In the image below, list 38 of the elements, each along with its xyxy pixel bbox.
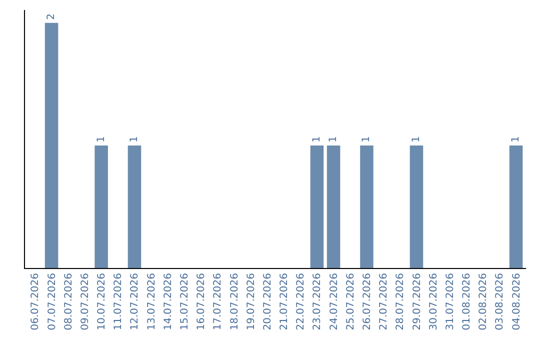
x-tick-label: 23.07.2026 xyxy=(312,273,324,330)
x-tick-label: 20.07.2026 xyxy=(262,273,274,330)
x-tick-label: 17.07.2026 xyxy=(212,273,224,330)
x-tick-label: 18.07.2026 xyxy=(229,273,240,330)
x-tick-label: 09.07.2026 xyxy=(80,273,91,330)
x-tick-label: 10.07.2026 xyxy=(96,273,108,330)
x-tick-label: 02.08.2026 xyxy=(478,273,490,330)
x-tick-label: 21.07.2026 xyxy=(279,273,290,330)
data-label: 1 xyxy=(510,136,522,142)
x-tick-label: 26.07.2026 xyxy=(362,273,373,330)
data-label: 1 xyxy=(328,136,340,142)
x-tick-label: 07.07.2026 xyxy=(46,273,58,330)
x-tick-label: 25.07.2026 xyxy=(345,273,356,330)
x-tick-label: 06.07.2026 xyxy=(30,273,42,330)
x-tick-label: 11.07.2026 xyxy=(113,273,124,330)
x-tick-label: 27.07.2026 xyxy=(378,273,390,330)
x-tick-label: 31.07.2026 xyxy=(444,273,456,330)
x-tick-label: 30.07.2026 xyxy=(428,273,440,330)
x-tick-label: 29.07.2026 xyxy=(412,273,423,330)
x-tick-label: 03.08.2026 xyxy=(494,273,506,330)
x-tick-label: 08.07.2026 xyxy=(63,273,74,330)
x-tick-label: 04.08.2026 xyxy=(511,273,522,330)
x-tick-label: 14.07.2026 xyxy=(162,273,174,330)
x-tick-label: 13.07.2026 xyxy=(146,273,158,330)
x-tick-label: 19.07.2026 xyxy=(246,273,257,330)
data-label: 1 xyxy=(128,136,140,142)
data-label: 1 xyxy=(361,136,372,142)
x-tick-label: 28.07.2026 xyxy=(395,273,406,330)
x-tick-label: 12.07.2026 xyxy=(130,273,141,330)
data-label: 1 xyxy=(311,136,322,142)
x-tick-label: 16.07.2026 xyxy=(196,273,208,330)
data-label: 2 xyxy=(46,14,58,20)
data-label: 1 xyxy=(411,136,422,142)
x-tick-label: 01.08.2026 xyxy=(462,273,473,330)
x-tick-label: 22.07.2026 xyxy=(296,273,307,330)
x-tick-label: 24.07.2026 xyxy=(328,273,340,330)
x-tick-label: 15.07.2026 xyxy=(180,273,191,330)
data-label: 1 xyxy=(96,136,107,142)
